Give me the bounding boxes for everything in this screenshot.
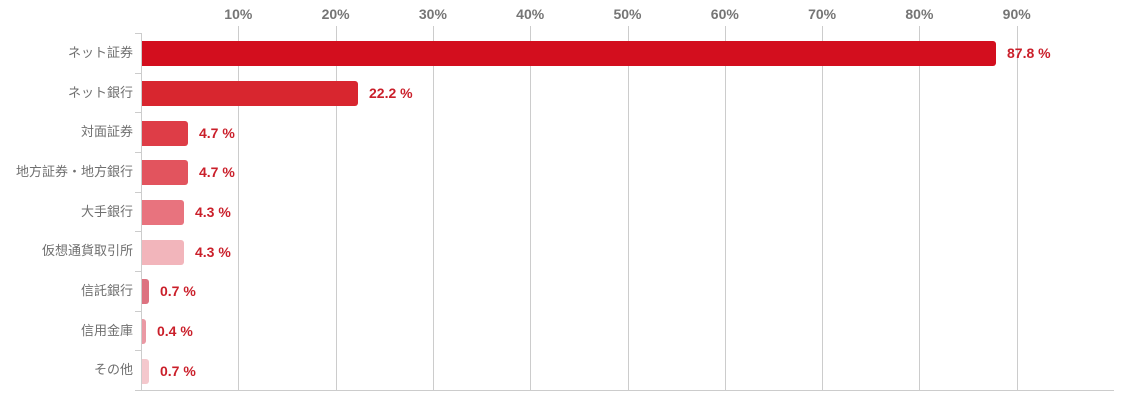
category-label: 仮想通貨取引所 (41, 243, 133, 258)
gridline (822, 33, 824, 390)
bar (142, 121, 188, 146)
value-label: 87.8 % (1007, 45, 1051, 61)
category-label: 大手銀行 (80, 204, 133, 219)
bar (142, 359, 149, 384)
axis-tick-label: 90% (1002, 6, 1031, 22)
gridline (238, 33, 240, 390)
gridline (724, 33, 726, 390)
category-axis-tick (135, 271, 141, 272)
value-label: 0.7 % (160, 363, 196, 379)
gridline (335, 33, 337, 390)
axis-tick-label: 30% (418, 6, 447, 22)
bottom-axis-line (135, 390, 1114, 391)
category-axis-tick (135, 311, 141, 312)
category-label: 信託銀行 (80, 283, 133, 298)
gridline (530, 33, 532, 390)
bar (142, 41, 996, 66)
axis-tick-label: 40% (516, 6, 545, 22)
value-label: 0.4 % (157, 323, 193, 339)
axis-tick-mark (238, 26, 240, 33)
axis-tick-mark (724, 26, 726, 33)
gridline (1016, 33, 1018, 390)
axis-tick-mark (822, 26, 824, 33)
category-axis-tick (135, 33, 141, 34)
axis-tick-label: 60% (710, 6, 739, 22)
axis-tick-label: 50% (613, 6, 642, 22)
value-label: 0.7 % (160, 283, 196, 299)
category-axis-tick (135, 152, 141, 153)
bar (142, 200, 184, 225)
category-axis-tick (135, 112, 141, 113)
axis-tick-mark (432, 26, 434, 33)
axis-tick-mark (530, 26, 532, 33)
category-axis-tick (135, 390, 141, 391)
category-axis-tick (135, 73, 141, 74)
bar (142, 240, 184, 265)
value-label: 4.3 % (195, 204, 231, 220)
axis-tick-label: 70% (808, 6, 837, 22)
axis-tick-mark (919, 26, 921, 33)
axis-tick-label: 10% (224, 6, 253, 22)
value-label: 4.7 % (199, 125, 235, 141)
bar (142, 160, 188, 185)
category-axis-tick (135, 231, 141, 232)
category-axis-tick (135, 350, 141, 351)
axis-tick-label: 20% (321, 6, 350, 22)
category-axis-line (141, 33, 142, 390)
value-label: 4.7 % (199, 164, 235, 180)
category-axis-tick (135, 192, 141, 193)
gridline (919, 33, 921, 390)
value-label: 22.2 % (369, 85, 413, 101)
category-label: 対面証券 (80, 124, 133, 139)
axis-tick-label: 80% (905, 6, 934, 22)
category-label: ネット証券 (67, 45, 133, 60)
axis-tick-mark (335, 26, 337, 33)
axis-tick-mark (1016, 26, 1018, 33)
gridline (432, 33, 434, 390)
gridline (627, 33, 629, 390)
category-label: 地方証券・地方銀行 (15, 164, 133, 179)
category-label: その他 (93, 362, 133, 377)
axis-tick-mark (627, 26, 629, 33)
category-label: ネット銀行 (67, 85, 133, 100)
bar (142, 319, 146, 344)
value-label: 4.3 % (195, 244, 231, 260)
bar (142, 279, 149, 304)
category-label: 信用金庫 (80, 323, 133, 338)
bar (142, 81, 358, 106)
